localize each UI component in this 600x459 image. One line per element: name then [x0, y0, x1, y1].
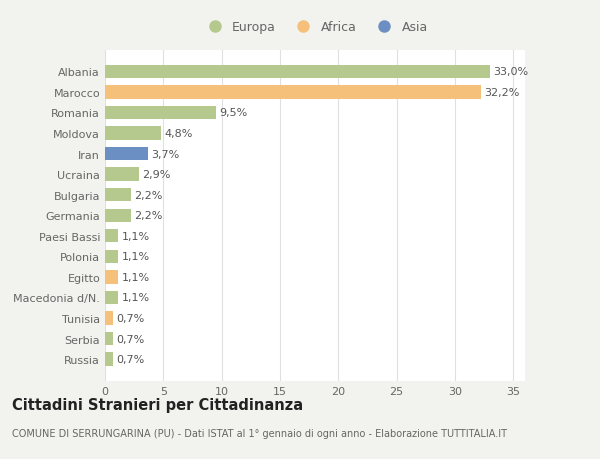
- Bar: [105, 209, 131, 223]
- Text: 2,2%: 2,2%: [134, 211, 163, 221]
- Legend: Europa, Africa, Asia: Europa, Africa, Asia: [202, 22, 428, 34]
- Bar: [105, 312, 113, 325]
- Bar: [105, 230, 118, 243]
- Text: 0,7%: 0,7%: [116, 334, 145, 344]
- Bar: [105, 147, 148, 161]
- Text: Cittadini Stranieri per Cittadinanza: Cittadini Stranieri per Cittadinanza: [12, 397, 303, 412]
- Text: 4,8%: 4,8%: [164, 129, 193, 139]
- Bar: [105, 127, 161, 140]
- Text: 1,1%: 1,1%: [121, 231, 149, 241]
- Bar: [105, 66, 490, 79]
- Text: 9,5%: 9,5%: [220, 108, 248, 118]
- Text: 3,7%: 3,7%: [152, 149, 180, 159]
- Text: 0,7%: 0,7%: [116, 313, 145, 323]
- Bar: [105, 332, 113, 346]
- Text: 33,0%: 33,0%: [493, 67, 529, 77]
- Text: 1,1%: 1,1%: [121, 293, 149, 303]
- Bar: [105, 168, 139, 181]
- Text: COMUNE DI SERRUNGARINA (PU) - Dati ISTAT al 1° gennaio di ogni anno - Elaborazio: COMUNE DI SERRUNGARINA (PU) - Dati ISTAT…: [12, 428, 507, 438]
- Text: 0,7%: 0,7%: [116, 354, 145, 364]
- Text: 32,2%: 32,2%: [484, 88, 520, 98]
- Text: 1,1%: 1,1%: [121, 252, 149, 262]
- Bar: [105, 189, 131, 202]
- Bar: [105, 291, 118, 304]
- Bar: [105, 106, 216, 120]
- Text: 2,9%: 2,9%: [142, 170, 171, 180]
- Bar: [105, 250, 118, 263]
- Bar: [105, 86, 481, 99]
- Bar: [105, 353, 113, 366]
- Text: 2,2%: 2,2%: [134, 190, 163, 200]
- Bar: [105, 271, 118, 284]
- Text: 1,1%: 1,1%: [121, 272, 149, 282]
